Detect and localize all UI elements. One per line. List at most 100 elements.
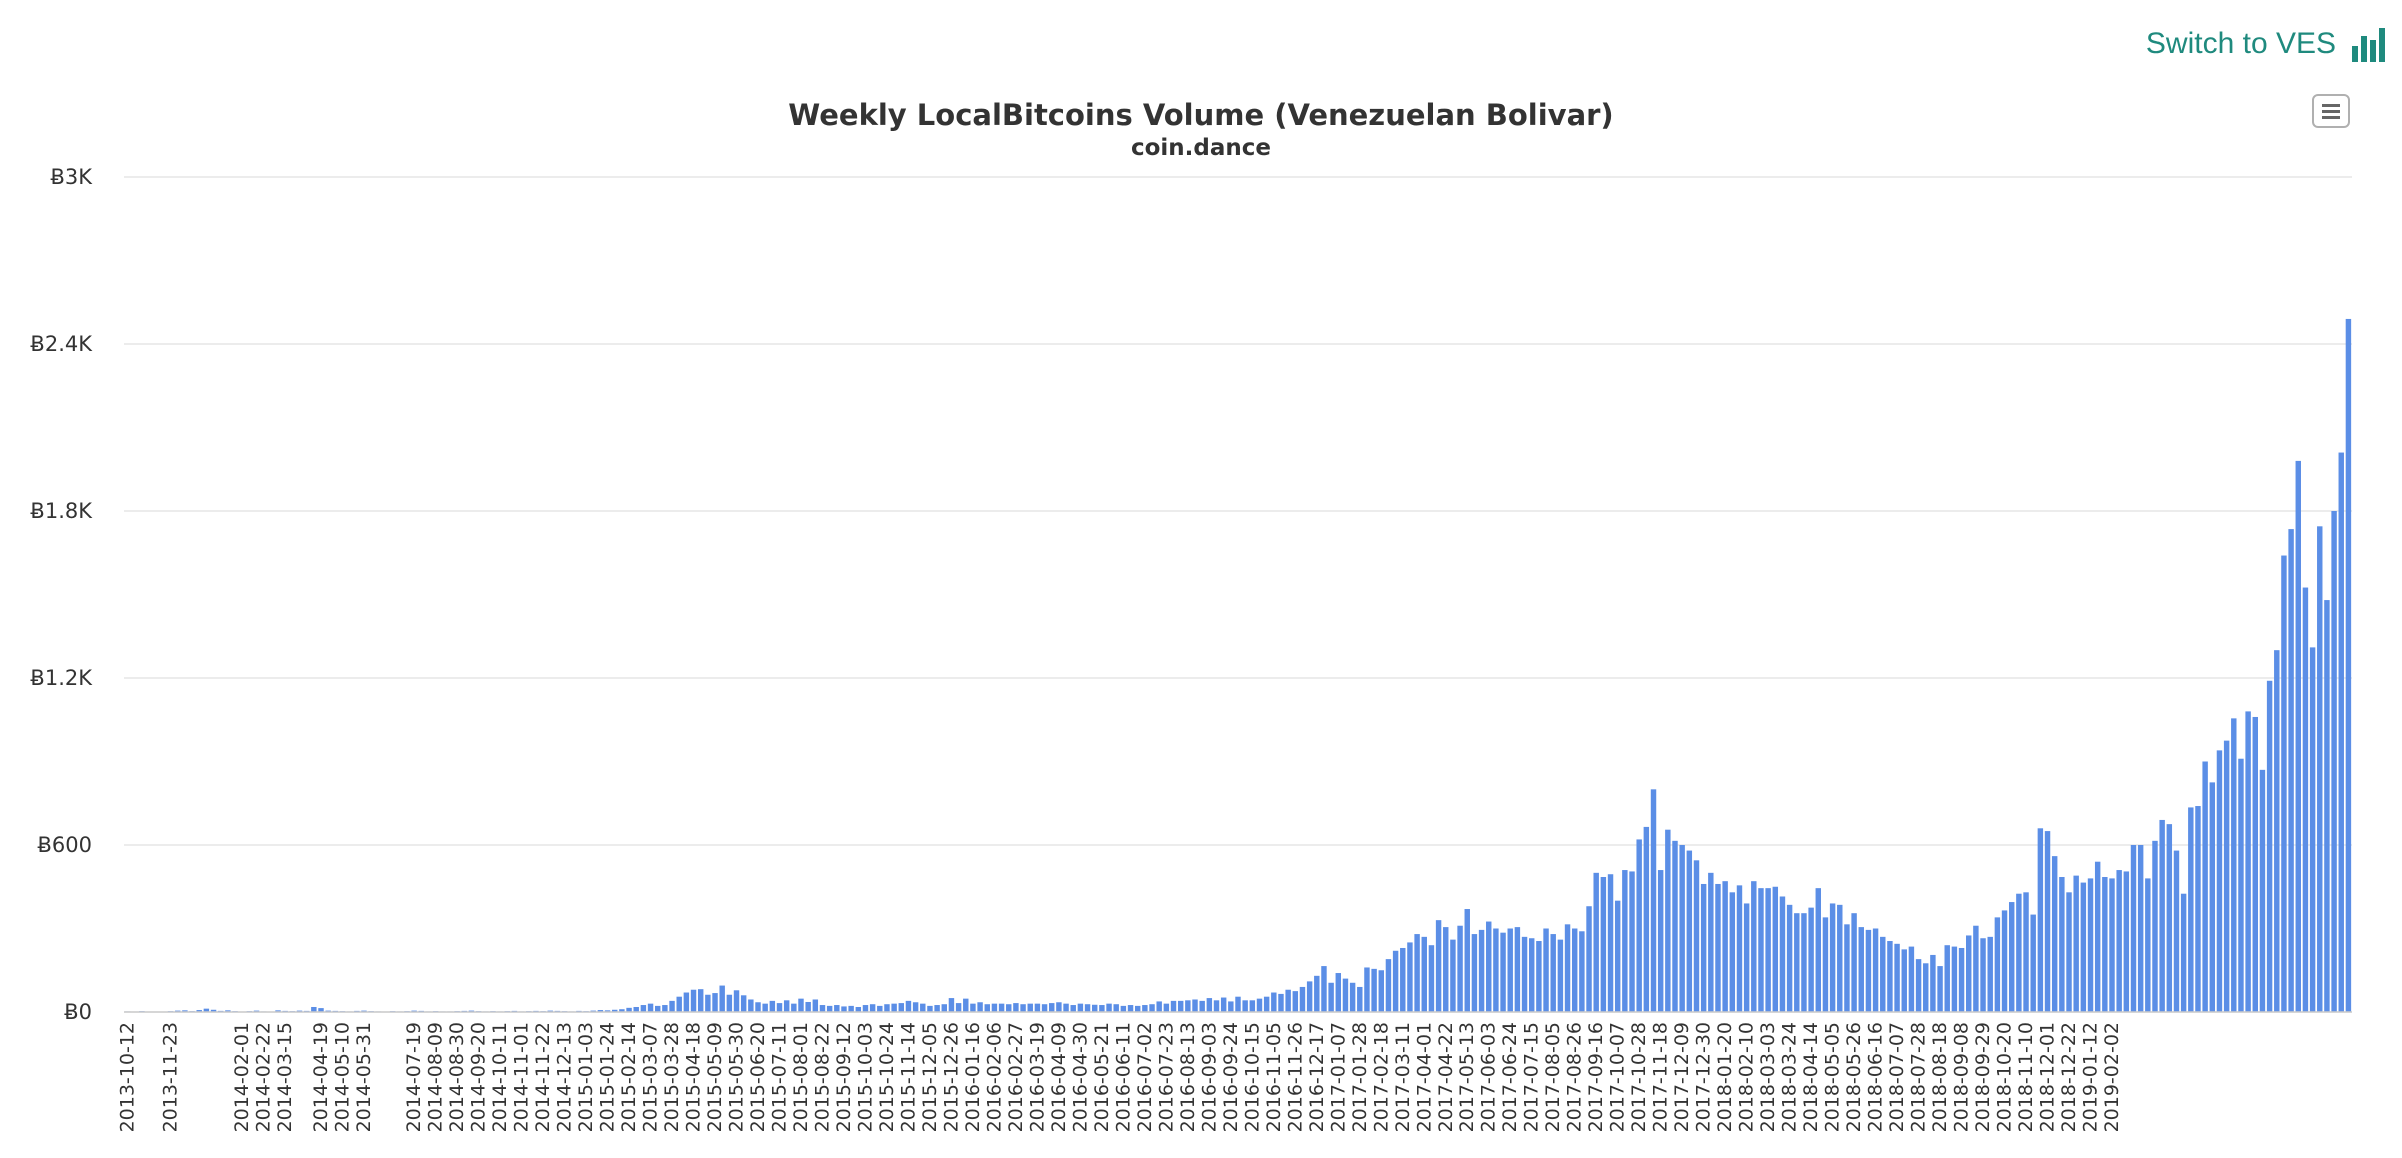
bar <box>1579 931 1585 1012</box>
bar <box>1786 904 1793 1012</box>
x-tick-label: 2017-04-01 <box>1413 1022 1435 1132</box>
bar <box>1213 1000 1220 1012</box>
bar <box>1679 845 1685 1012</box>
bar <box>318 1008 324 1012</box>
bar <box>2152 840 2158 1012</box>
x-tick-label: 2016-11-26 <box>1284 1022 1306 1132</box>
x-tick-label: 2015-01-24 <box>597 1022 619 1132</box>
x-tick-label: 2015-11-14 <box>898 1022 920 1132</box>
bar <box>1342 978 1349 1012</box>
bar <box>755 1002 761 1012</box>
x-tick-label: 2017-06-24 <box>1499 1022 1521 1132</box>
bar <box>1392 950 1399 1012</box>
bar <box>2051 856 2058 1012</box>
x-tick-label: 2014-04-19 <box>310 1022 332 1132</box>
bar <box>311 1006 317 1012</box>
bar <box>927 1005 933 1012</box>
bar <box>705 994 711 1012</box>
x-tick-label: 2017-04-22 <box>1435 1022 1457 1132</box>
bar <box>1908 946 1915 1012</box>
bar <box>1700 883 1707 1012</box>
bar <box>2087 878 2094 1012</box>
bar <box>1364 967 1370 1012</box>
bar <box>2209 782 2216 1013</box>
chart-menu-button[interactable] <box>2312 94 2350 128</box>
bar <box>1063 1003 1069 1012</box>
bar <box>1901 949 1907 1013</box>
bar <box>1464 909 1470 1012</box>
x-tick-label: 2014-03-15 <box>274 1022 296 1132</box>
bar <box>769 1000 776 1012</box>
bar <box>783 1000 790 1012</box>
bar <box>1378 970 1384 1012</box>
y-tick-label: Ƀ0 <box>64 1000 92 1024</box>
x-tick-label: 2019-01-12 <box>2080 1022 2102 1132</box>
bar <box>998 1003 1005 1012</box>
x-tick-label: 2015-02-14 <box>618 1022 640 1132</box>
switch-to-ves-link[interactable]: Switch to VES <box>2145 27 2336 60</box>
x-tick-label: 2018-08-18 <box>1929 1022 1951 1132</box>
bar <box>1407 942 1413 1012</box>
x-tick-label: 2017-10-07 <box>1607 1022 1629 1132</box>
bar <box>1622 870 1628 1012</box>
bar <box>1371 968 1377 1012</box>
bar <box>1149 1004 1155 1012</box>
bar <box>1536 941 1542 1012</box>
bar <box>697 989 704 1012</box>
bar <box>1765 888 1771 1012</box>
bar <box>1127 1005 1134 1012</box>
bar <box>1099 1005 1105 1012</box>
bar <box>1822 917 1829 1012</box>
bar <box>1722 881 1728 1012</box>
bar <box>884 1004 890 1012</box>
x-tick-label: 2013-10-12 <box>117 1022 139 1132</box>
bar <box>1457 925 1463 1012</box>
x-tick-label: 2017-06-03 <box>1478 1022 1500 1132</box>
bar <box>1543 928 1549 1012</box>
bar <box>1564 924 1571 1012</box>
chart-subtitle: coin.dance <box>1130 135 1272 161</box>
bar <box>1693 860 1700 1012</box>
x-tick-label: 2016-11-05 <box>1263 1022 1285 1132</box>
x-tick-label: 2018-03-24 <box>1779 1022 1801 1132</box>
bar <box>1357 986 1363 1012</box>
bar <box>719 985 725 1012</box>
x-tick-label: 2015-05-09 <box>704 1022 726 1132</box>
bar <box>934 1005 940 1012</box>
x-tick-label: 2018-01-20 <box>1714 1022 1736 1132</box>
bar <box>869 1004 876 1012</box>
bar-chart-icon[interactable] <box>2350 26 2386 62</box>
bar <box>898 1003 905 1012</box>
bar <box>1758 888 1764 1012</box>
x-tick-label: 2017-02-18 <box>1370 1022 1392 1132</box>
y-tick-label: Ƀ600 <box>38 833 93 857</box>
x-tick-label: 2018-03-03 <box>1757 1022 1779 1132</box>
bar <box>1550 934 1556 1012</box>
bar <box>612 1009 618 1012</box>
bar <box>1593 872 1599 1012</box>
bar <box>1887 941 1893 1012</box>
bar <box>991 1003 998 1012</box>
x-tick-label: 2015-12-26 <box>940 1022 962 1132</box>
bar <box>1414 934 1420 1012</box>
bar <box>1421 936 1427 1012</box>
bar <box>2066 892 2072 1012</box>
bar <box>2109 878 2115 1012</box>
bar <box>2166 824 2173 1013</box>
x-tick-label: 2018-09-29 <box>1972 1022 1994 1132</box>
x-tick-label: 2015-05-30 <box>726 1022 748 1132</box>
bar <box>1665 829 1671 1012</box>
bar <box>2302 587 2309 1012</box>
bar <box>834 1005 840 1012</box>
x-tick-label: 2017-01-07 <box>1327 1022 1349 1132</box>
bar <box>1435 920 1442 1012</box>
x-tick-label: 2018-05-26 <box>1843 1022 1865 1132</box>
x-tick-label: 2016-10-15 <box>1241 1022 1263 1132</box>
bar <box>640 1005 647 1012</box>
bar <box>1600 877 1607 1012</box>
bar <box>963 998 969 1012</box>
x-tick-label: 2014-11-22 <box>532 1022 554 1132</box>
bar <box>1958 947 1965 1012</box>
bar <box>2180 893 2187 1012</box>
bar <box>1829 903 1836 1012</box>
